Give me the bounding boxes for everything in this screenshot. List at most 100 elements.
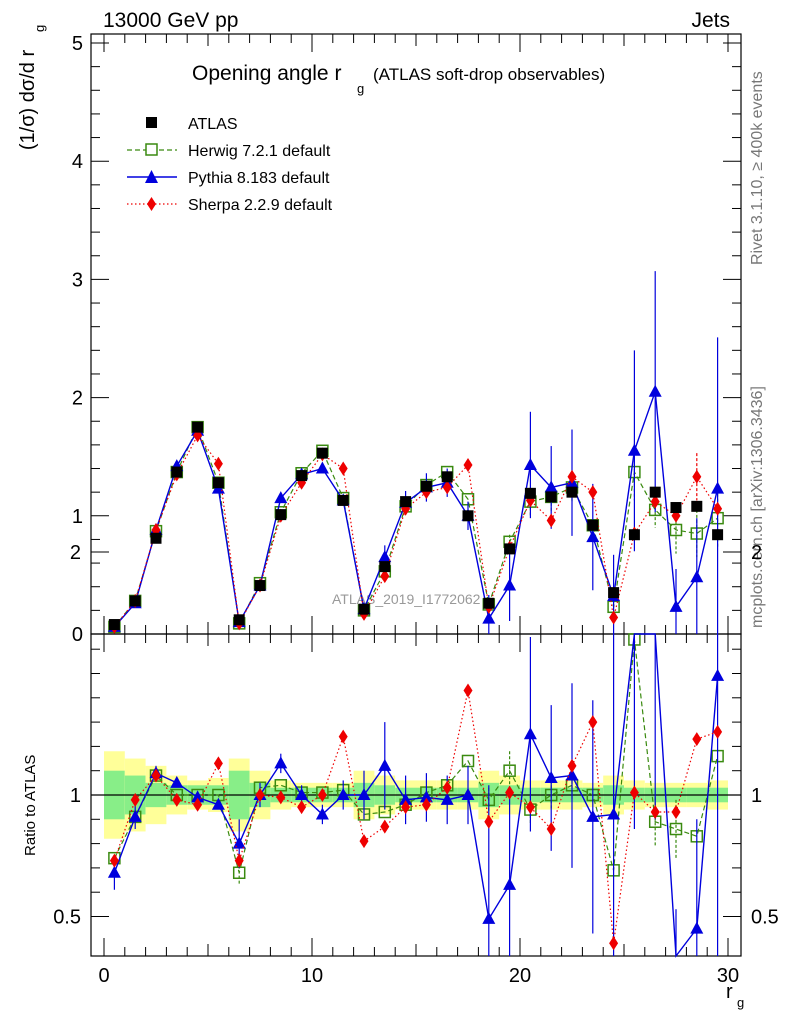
main-atlas-point xyxy=(420,480,432,492)
main-atlas-point xyxy=(150,532,162,544)
xtick-label: 10 xyxy=(301,965,323,987)
ratio-herwig-point xyxy=(232,866,246,880)
main-atlas-point xyxy=(108,619,120,631)
ratio-sherpa-point xyxy=(713,724,723,739)
ratio-pythia-point xyxy=(586,809,600,822)
ratio-sherpa-point xyxy=(193,797,203,812)
ratio-ytick-label: 0.5 xyxy=(53,907,81,929)
main-sherpa-point xyxy=(380,569,390,584)
main-atlas-point xyxy=(275,509,287,521)
ylabel-main-sub: g xyxy=(32,25,47,32)
main-atlas-point xyxy=(566,486,578,498)
main-atlas-point xyxy=(649,486,661,498)
legend-entry-sherpa: Sherpa 2.2.9 default xyxy=(127,197,333,214)
main-pythia-point xyxy=(711,481,725,494)
ratio-sherpa-point xyxy=(505,785,515,800)
main-atlas-point xyxy=(316,447,328,459)
main-atlas-point xyxy=(545,491,557,503)
ratio-pythia-point xyxy=(523,727,537,740)
ratio-pythia-point xyxy=(107,865,121,878)
ratio-sherpa-point xyxy=(234,853,244,868)
ratio-ytick-label-right: 1 xyxy=(751,785,762,807)
ratio-pythia-point xyxy=(315,807,329,820)
legend-entry-atlas: ATLAS xyxy=(146,116,238,133)
ratio-sherpa-series xyxy=(109,683,723,951)
main-atlas-point xyxy=(129,595,141,607)
ratio-sherpa-point xyxy=(463,683,473,698)
ratio-series-layer xyxy=(107,633,725,958)
main-ytick-label: 2 xyxy=(72,388,83,410)
main-atlas-point xyxy=(400,496,412,508)
main-pythia-series xyxy=(107,271,725,634)
ratio-sherpa-point xyxy=(297,800,307,815)
ratio-ytick-label-right: 0.5 xyxy=(751,907,779,929)
main-sherpa-point xyxy=(609,610,619,625)
ratio-pythia-point xyxy=(295,788,309,800)
main-atlas-point xyxy=(254,580,266,592)
ylabel-ratio: Ratio to ATLAS xyxy=(22,755,39,856)
ratio-herwig-point xyxy=(274,779,288,792)
ylabel-main: (1/σ) dσ/d r xyxy=(17,50,39,151)
ratio-sherpa-point xyxy=(567,758,577,773)
ratio-sherpa-point xyxy=(401,800,411,815)
main-atlas-point xyxy=(192,421,204,433)
ratio-pythia-point xyxy=(711,668,725,681)
beam-label: 13000 GeV pp xyxy=(103,9,238,32)
ratio-axis-ticks: 0.5 0.51 12 20 10 20 30 xyxy=(53,542,779,987)
ratio-sherpa-point xyxy=(172,792,182,807)
main-atlas-point xyxy=(524,487,536,499)
main-atlas-point xyxy=(379,561,391,573)
main-atlas-point xyxy=(171,466,183,478)
ratio-herwig-line xyxy=(113,639,719,873)
ratio-pythia-point xyxy=(170,775,184,788)
ratio-sherpa-point xyxy=(484,814,494,829)
main-atlas-point xyxy=(670,502,682,514)
legend-atlas-label: ATLAS xyxy=(188,116,238,133)
ratio-sherpa-point xyxy=(546,822,556,837)
ratio-pythia-point xyxy=(503,877,517,890)
ratio-pythia-point xyxy=(336,788,350,800)
ratio-pythia-point xyxy=(440,792,454,805)
main-atlas-point xyxy=(212,477,224,489)
main-atlas-series xyxy=(108,421,724,631)
ratio-herwig-point xyxy=(669,822,683,836)
xlabel-sub: g xyxy=(737,995,744,1010)
ratio-sherpa-point xyxy=(609,936,619,951)
ratio-sherpa-point xyxy=(380,819,390,834)
main-pythia-point xyxy=(544,480,558,493)
main-ytick-label: 5 xyxy=(72,33,83,55)
ratio-sherpa-point xyxy=(442,780,452,795)
ratio-pythia-series xyxy=(107,633,725,958)
ratio-pythia-line xyxy=(113,633,719,958)
ratio-sherpa-point xyxy=(359,834,369,849)
ratio-pythia-point xyxy=(274,756,288,769)
ratio-ytick-label: 1 xyxy=(70,785,81,807)
title-main: Opening angle r xyxy=(192,62,341,85)
main-sherpa-line xyxy=(113,434,719,628)
main-atlas-point xyxy=(608,587,620,599)
xtick-label: 0 xyxy=(98,965,109,987)
analysis-watermark: ATLAS_2019_I1772062 xyxy=(332,591,481,607)
ratio-pythia-point xyxy=(378,758,392,771)
legend-entry-herwig: Herwig 7.2.1 default xyxy=(127,143,331,160)
ratio-sherpa-point xyxy=(629,785,639,800)
xtick-label: 30 xyxy=(717,965,739,987)
ratio-sherpa-point xyxy=(338,729,348,744)
ratio-sherpa-line xyxy=(113,690,718,944)
ratio-sherpa-point xyxy=(276,790,286,805)
main-atlas-point xyxy=(712,529,724,541)
main-pythia-point xyxy=(627,443,641,456)
ratio-sherpa-point xyxy=(109,853,119,868)
ratio-pythia-point xyxy=(191,790,205,803)
main-atlas-point xyxy=(691,500,703,512)
main-ytick-label: 3 xyxy=(72,269,83,291)
mcplots-label: mcplots.cern.ch [arXiv:1306.3436] xyxy=(749,386,766,628)
main-pythia-point xyxy=(669,599,683,612)
legend-sherpa-marker xyxy=(147,197,156,211)
ratio-ytick-label-right: 2 xyxy=(751,542,762,564)
ratio-sherpa-point xyxy=(650,805,660,820)
main-pythia-point xyxy=(274,491,288,504)
main-sherpa-point xyxy=(463,457,473,472)
main-pythia-point xyxy=(690,570,704,583)
ratio-pythia-point xyxy=(482,911,496,924)
